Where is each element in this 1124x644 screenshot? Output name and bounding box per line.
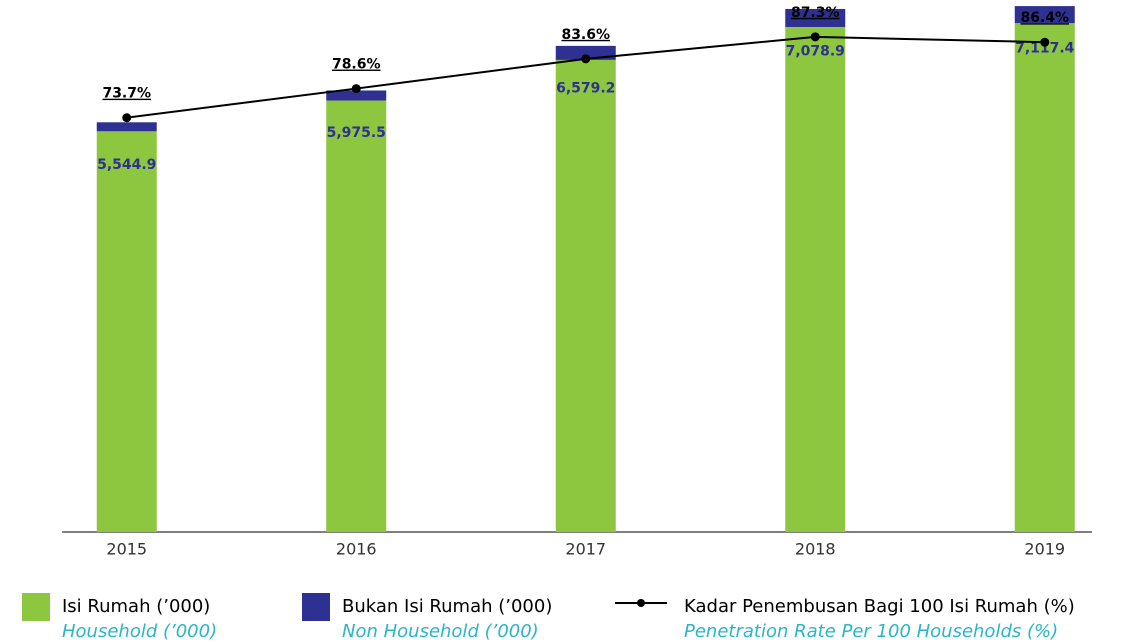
- line-label: 73.7%: [102, 86, 151, 102]
- bar-segment: [785, 8, 846, 27]
- total-label: 5,544.9: [97, 157, 156, 173]
- bar-segment: [96, 122, 157, 132]
- line-point: [1040, 37, 1050, 47]
- legend-dot: [637, 599, 645, 607]
- line-label: 86.4%: [1020, 10, 1069, 26]
- line-point: [581, 54, 591, 64]
- bar-segment: [326, 100, 387, 533]
- legend-label-en: Non Household (’000): [342, 621, 539, 642]
- legend-swatch: [302, 593, 330, 621]
- bar-segment: [1014, 6, 1075, 24]
- x-tick-label: 2017: [565, 540, 606, 559]
- legend-label: Kadar Penembusan Bagi 100 Isi Rumah (%): [684, 596, 1075, 617]
- x-tick-label: 2019: [1024, 540, 1065, 559]
- line-label: 83.6%: [561, 27, 610, 43]
- legend-label: Bukan Isi Rumah (’000): [342, 596, 552, 617]
- legend-swatch: [22, 593, 50, 621]
- legend-label-en: Penetration Rate Per 100 Households (%): [684, 621, 1058, 642]
- bar-segment: [326, 90, 387, 101]
- bar-segment: [1014, 23, 1075, 533]
- line-label: 78.6%: [332, 57, 381, 73]
- bar-segment: [96, 131, 157, 533]
- line-label: 87.3%: [791, 5, 840, 21]
- total-label: 7,078.9: [786, 43, 845, 59]
- bar-segment: [555, 59, 616, 532]
- total-label: 7,117.4: [1015, 41, 1075, 57]
- x-tick-label: 2018: [795, 540, 836, 559]
- total-label: 6,579.2: [556, 80, 615, 96]
- bar-segment: [555, 45, 616, 60]
- line-point: [122, 113, 132, 123]
- line-point: [351, 84, 361, 94]
- legend-label: Isi Rumah (’000): [62, 596, 210, 617]
- x-tick-label: 2016: [336, 540, 377, 559]
- x-tick-label: 2015: [106, 540, 147, 559]
- total-label: 5,975.5: [327, 125, 386, 141]
- bar-segment: [785, 26, 846, 532]
- legend-label-en: Household (’000): [62, 621, 217, 642]
- line-point: [810, 32, 820, 42]
